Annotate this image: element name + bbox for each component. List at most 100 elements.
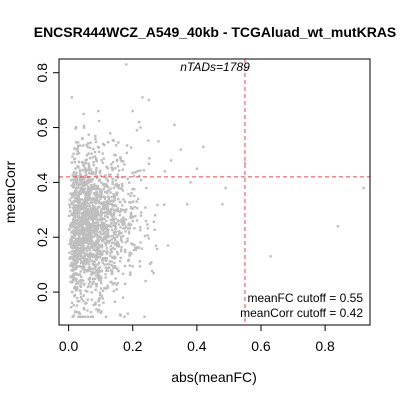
data-point xyxy=(74,239,77,243)
data-point xyxy=(163,203,166,206)
data-point xyxy=(100,227,104,230)
data-point xyxy=(86,218,89,222)
data-point xyxy=(82,235,85,239)
data-point xyxy=(106,223,109,227)
data-point xyxy=(110,250,113,253)
data-point xyxy=(94,194,97,197)
data-point xyxy=(79,292,82,295)
data-point xyxy=(134,171,137,174)
data-point xyxy=(80,176,83,179)
data-point xyxy=(117,242,120,245)
data-point xyxy=(114,154,117,157)
data-point xyxy=(98,218,101,222)
data-point xyxy=(138,120,141,124)
data-point xyxy=(88,280,92,283)
data-point xyxy=(130,191,133,195)
data-point xyxy=(72,250,75,253)
data-point xyxy=(83,254,86,257)
data-point xyxy=(92,161,95,164)
ntads-annotation: nTADs=1789 xyxy=(180,60,250,74)
data-point xyxy=(121,223,124,227)
data-point xyxy=(126,239,129,243)
data-point xyxy=(80,223,83,226)
data-point xyxy=(84,206,88,209)
data-point xyxy=(125,208,128,211)
data-point xyxy=(74,242,77,245)
data-point xyxy=(89,315,93,318)
data-point xyxy=(83,198,87,201)
data-point xyxy=(139,225,142,229)
data-point xyxy=(87,152,90,155)
data-point xyxy=(336,225,340,228)
data-point xyxy=(154,214,157,217)
data-point xyxy=(131,215,135,219)
data-point xyxy=(148,262,152,265)
meanfc-cutoff-annotation: meanFC cutoff = 0.55 xyxy=(247,291,363,305)
data-point xyxy=(79,244,83,247)
data-point xyxy=(117,186,120,190)
data-point xyxy=(79,254,83,257)
data-point xyxy=(98,230,102,233)
data-point xyxy=(115,193,118,197)
data-point xyxy=(90,234,93,237)
data-point xyxy=(107,195,110,198)
data-point xyxy=(82,184,85,188)
data-point xyxy=(101,152,104,155)
data-point xyxy=(131,187,134,191)
data-point xyxy=(85,143,88,147)
data-point xyxy=(109,248,113,251)
data-point xyxy=(85,261,89,264)
data-point xyxy=(90,152,93,155)
data-point xyxy=(88,194,91,198)
data-point xyxy=(70,250,74,253)
data-point xyxy=(137,246,141,249)
data-point xyxy=(96,246,99,249)
data-point xyxy=(131,109,134,113)
data-point xyxy=(91,214,95,218)
data-point xyxy=(79,270,82,273)
data-point xyxy=(89,285,92,288)
data-point xyxy=(83,205,87,208)
data-point xyxy=(119,159,123,162)
data-point xyxy=(80,205,83,208)
data-point xyxy=(77,182,81,185)
data-point xyxy=(106,201,109,204)
data-point xyxy=(72,256,76,259)
data-point xyxy=(71,269,74,273)
data-point xyxy=(79,219,83,223)
data-point xyxy=(70,226,73,229)
data-point xyxy=(85,220,88,223)
data-point xyxy=(101,261,104,264)
data-point xyxy=(87,227,91,230)
data-point xyxy=(70,213,73,217)
data-point xyxy=(69,276,72,279)
data-point xyxy=(224,186,227,190)
data-point xyxy=(81,246,85,249)
data-point xyxy=(87,254,90,257)
data-point xyxy=(70,231,73,234)
data-point xyxy=(71,279,75,282)
data-point xyxy=(73,225,76,229)
data-point xyxy=(77,151,81,155)
data-point xyxy=(113,300,117,303)
data-point xyxy=(94,254,97,257)
data-point xyxy=(94,282,97,286)
data-point xyxy=(91,178,94,181)
data-point xyxy=(73,252,76,255)
data-point xyxy=(115,183,118,187)
data-point xyxy=(92,184,96,187)
x-axis-label: abs(meanFC) xyxy=(171,369,257,385)
data-point xyxy=(82,240,86,244)
data-point xyxy=(109,199,112,203)
data-point xyxy=(78,228,82,232)
data-point xyxy=(90,239,93,242)
data-point xyxy=(100,240,104,243)
data-point xyxy=(73,183,76,187)
data-point xyxy=(106,141,110,144)
y-axis: 0.0 0.2 0.4 0.6 0.8 xyxy=(34,63,60,302)
data-point xyxy=(124,230,127,233)
data-point xyxy=(74,196,77,200)
data-point xyxy=(98,304,101,307)
data-point xyxy=(70,268,73,272)
data-point xyxy=(93,205,96,208)
